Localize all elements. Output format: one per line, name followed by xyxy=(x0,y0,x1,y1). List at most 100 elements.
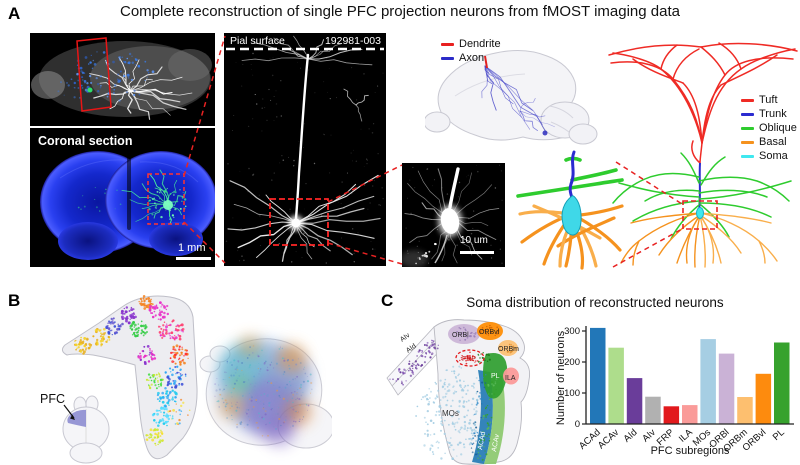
soma-legend-label: Soma xyxy=(759,150,788,162)
dendrite-color-swatch xyxy=(441,43,454,46)
map-label-layer: AIv AId ORBl ORBvl ORBm FRP PL ILA MOs A… xyxy=(399,329,519,452)
soma-distribution-chart: ACAd ACAv AId AIv FRP ILA MOs ORBl ORBm ORBvl PL 0 1… xyxy=(552,318,800,465)
whole-brain-projections-svg xyxy=(199,335,335,449)
cortex-streak xyxy=(59,159,126,179)
pfc-label: PFC xyxy=(40,392,65,406)
orbm-region xyxy=(498,340,518,356)
neuron-id-label: 192981-003 xyxy=(324,35,381,47)
cortex-streak-2 xyxy=(139,161,199,183)
coronal-scalebar-label: 1 mm xyxy=(178,242,206,254)
tuft-branches xyxy=(608,42,798,164)
panel-b-label: B xyxy=(8,291,21,310)
inset-scalebar-line xyxy=(460,251,494,254)
olfactory-bulb-outline xyxy=(423,111,451,133)
strip-divider xyxy=(391,333,442,387)
basal-branches xyxy=(620,212,778,268)
pfc-pointer-arrowhead xyxy=(70,414,75,420)
pl-region xyxy=(483,353,508,399)
projection-wash xyxy=(217,335,312,447)
labeled-soma-blob xyxy=(163,200,173,210)
fmost-neuron-svg xyxy=(225,35,384,264)
whole-brain-render-svg xyxy=(423,50,598,145)
sagittal-projection-image xyxy=(30,33,215,126)
coronal-section-label: Coronal section xyxy=(38,134,133,148)
soma-zoom-box-2 xyxy=(682,200,718,230)
svg-text:200: 200 xyxy=(564,357,580,368)
whole-brain-render xyxy=(423,36,600,158)
pial-surface-label: Pial surface xyxy=(230,35,285,47)
soma-site-marker xyxy=(87,87,93,93)
pfc-location-brain xyxy=(40,385,120,465)
trunk xyxy=(568,150,576,200)
basal-legend-label: Basal xyxy=(759,136,787,148)
neuron-cluster-layer xyxy=(73,295,191,446)
pfc-subregion-map-svg: AIv AId ORBl ORBvl ORBm FRP PL ILA MOs A… xyxy=(386,319,531,465)
trunk-color-swatch xyxy=(741,113,754,116)
cerebellum-silhouette xyxy=(168,49,212,81)
soma-inset-image: 10 um xyxy=(402,163,505,267)
ventral-lobe-left xyxy=(58,222,118,260)
legend-row-soma: Soma xyxy=(741,150,797,163)
sagittal-projection-svg xyxy=(31,37,212,120)
svg-text:PL: PL xyxy=(771,427,787,443)
legend-row-basal: Basal xyxy=(741,136,797,149)
panel-a-label: A xyxy=(8,4,21,23)
axon-legend-label: Axon xyxy=(459,52,485,64)
svg-text:ACAv: ACAv xyxy=(596,427,621,451)
tuft-color-swatch xyxy=(741,99,754,102)
basal-color-swatch xyxy=(741,141,754,144)
coronal-section-image: Coronal section 1 mm xyxy=(30,128,215,267)
soma-color-swatch xyxy=(741,155,754,158)
apical-dendrite xyxy=(294,53,310,221)
svg-text:300: 300 xyxy=(564,326,580,337)
legend-row-tuft: Tuft xyxy=(741,94,797,107)
svg-text:Number of neurons: Number of neurons xyxy=(555,330,567,425)
olfactory-bulb xyxy=(31,71,65,99)
whole-brain-projections xyxy=(192,320,335,465)
soma-inset-svg xyxy=(402,164,503,267)
panel-c-label: C xyxy=(381,291,394,310)
soma-marker xyxy=(696,207,704,219)
coronal-scalebar-line xyxy=(176,257,211,260)
trunk-legend-label: Trunk xyxy=(759,108,787,120)
frp-map-label: FRP xyxy=(462,356,476,363)
svg-text:100: 100 xyxy=(564,388,580,399)
aiv-map-label: AIv xyxy=(399,332,412,344)
acav-map-label: ACAv xyxy=(491,433,501,452)
trunk-branch xyxy=(698,162,701,212)
pfc-region-highlight xyxy=(67,409,86,427)
legend-row-oblique: Oblique xyxy=(741,122,797,135)
pfc-flatmap-svg xyxy=(61,295,198,460)
oblique-legend-label: Oblique xyxy=(759,122,797,134)
axon-trace-layer xyxy=(481,65,555,134)
cerebellum-top-view xyxy=(69,442,103,464)
orbl-map-label: ORBl xyxy=(452,332,469,339)
dendrite-layer xyxy=(225,35,384,264)
figure-title: Complete reconstruction of single PFC pr… xyxy=(120,3,680,20)
cerebellum-folds xyxy=(548,105,574,133)
legend-row-trunk: Trunk xyxy=(741,108,797,121)
svg-text:AId: AId xyxy=(622,427,640,445)
tuft-legend-label: Tuft xyxy=(759,94,778,106)
ila-map-label: ILA xyxy=(505,375,516,382)
pfc-flatmap-render xyxy=(55,293,205,465)
corner-haze xyxy=(402,250,428,267)
midline xyxy=(127,156,131,230)
dendrite-legend: Tuft Trunk Oblique Basal Soma xyxy=(741,94,797,163)
projection-fiber-layer xyxy=(214,345,313,437)
fmost-neuron-image: Pial surface 192981-003 xyxy=(224,33,386,266)
soma-zoom-box xyxy=(269,198,329,246)
section-plane-box xyxy=(76,37,112,112)
pfc-subregion-map: AIv AId ORBl ORBvl ORBm FRP PL ILA MOs A… xyxy=(386,318,536,465)
soma-surface xyxy=(561,195,582,236)
inset-apical xyxy=(448,167,460,209)
orbm-map-label: ORBm xyxy=(498,346,519,353)
legend-row-dendrite: Dendrite xyxy=(441,38,501,51)
inset-scalebar-label: 10 um xyxy=(460,235,488,246)
brainstem-outline xyxy=(568,123,598,145)
soma-dot-layer xyxy=(389,324,516,461)
aid-map-label: AId xyxy=(405,343,418,355)
soma xyxy=(291,218,301,228)
